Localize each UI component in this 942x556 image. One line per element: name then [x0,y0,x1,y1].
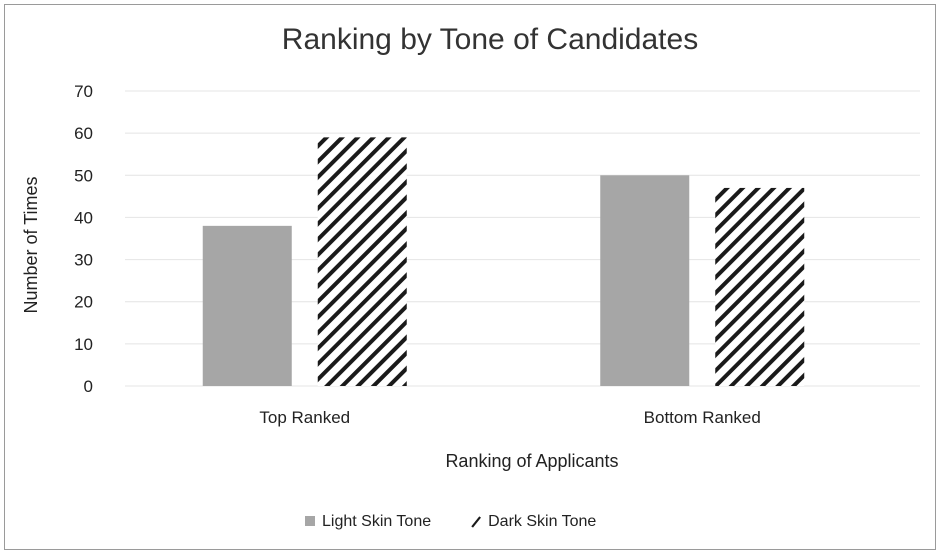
y-tick-label: 60 [74,124,93,143]
y-tick-label: 0 [84,377,93,396]
y-tick-label: 20 [74,293,93,312]
y-tick-label: 70 [74,82,93,101]
legend-label: Dark Skin Tone [488,513,596,530]
bar-light-top [203,226,292,386]
bar-dark-bottom [715,188,804,386]
legend-label: Light Skin Tone [322,513,431,530]
y-axis-ticks: 0 10 20 30 40 50 60 70 [74,82,93,396]
x-axis-label: Ranking of Applicants [445,451,618,471]
y-axis-label: Number of Times [21,176,41,313]
bar-dark-top [318,137,407,386]
legend-swatch-light [305,516,315,526]
bars [203,137,805,386]
legend: Light Skin Tone Dark Skin Tone [305,513,596,530]
bar-light-bottom [600,175,689,386]
y-tick-label: 10 [74,335,93,354]
x-axis-ticks: Top Ranked Bottom Ranked [259,408,760,427]
bar-chart: Ranking by Tone of Candidates 0 10 20 30 40 5… [5,5,935,549]
y-tick-label: 30 [74,251,93,270]
chart-frame: Ranking by Tone of Candidates 0 10 20 30 40 5… [4,4,936,550]
x-tick-label: Bottom Ranked [644,408,761,427]
x-tick-label: Top Ranked [259,408,350,427]
y-tick-label: 40 [74,208,93,227]
y-tick-label: 50 [74,166,93,185]
chart-title: Ranking by Tone of Candidates [282,23,698,56]
legend-swatch-dark [472,517,480,527]
